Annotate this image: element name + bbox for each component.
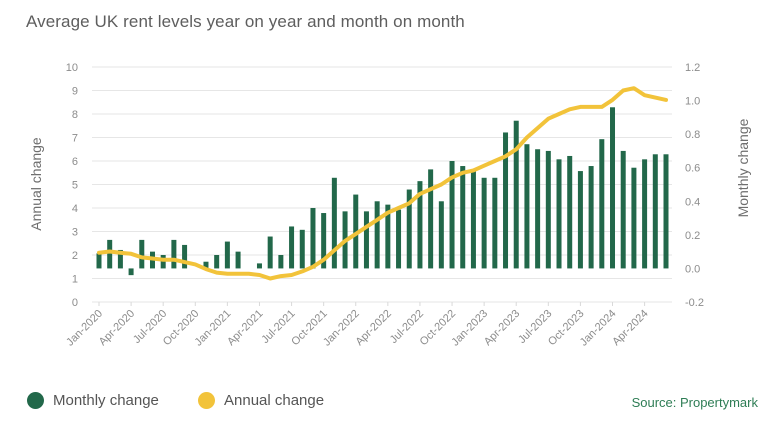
monthly-bar xyxy=(545,150,551,269)
legend-monthly: Monthly change xyxy=(27,392,159,409)
left-tick-label: 3 xyxy=(72,227,78,239)
legend-monthly-swatch-icon xyxy=(27,392,44,409)
legend-annual: Annual change xyxy=(198,392,324,409)
left-tick-label: 4 xyxy=(72,203,78,215)
monthly-bar xyxy=(642,159,648,269)
monthly-bar xyxy=(599,139,605,269)
left-tick-label: 5 xyxy=(72,180,78,192)
monthly-bar xyxy=(128,268,134,276)
monthly-bar xyxy=(224,241,230,269)
monthly-bar xyxy=(171,239,177,269)
left-tick-label: 9 xyxy=(72,86,78,98)
monthly-bar xyxy=(556,159,562,269)
left-axis-title: Annual change xyxy=(28,137,44,231)
legend-monthly-label: Monthly change xyxy=(53,392,159,409)
monthly-bar xyxy=(353,194,359,269)
monthly-bar xyxy=(663,154,669,269)
monthly-bar xyxy=(588,166,594,269)
monthly-bar xyxy=(160,255,166,269)
left-tick-label: 0 xyxy=(72,297,78,309)
x-tick-label: Apr-2020 xyxy=(97,308,137,348)
chart-title: Average UK rent levels year on year and … xyxy=(26,12,465,31)
right-tick-label: 0.6 xyxy=(685,163,700,175)
right-tick-label: 1.2 xyxy=(685,62,700,74)
monthly-bar xyxy=(107,239,113,269)
monthly-bars xyxy=(96,107,669,276)
monthly-bar xyxy=(117,249,123,269)
monthly-bar xyxy=(396,209,402,269)
monthly-bar xyxy=(214,255,220,269)
monthly-bar xyxy=(256,263,262,269)
monthly-bar xyxy=(182,244,188,269)
left-tick-label: 2 xyxy=(72,250,78,262)
monthly-bar xyxy=(492,177,498,269)
right-tick-label: 0.8 xyxy=(685,129,700,141)
monthly-bar xyxy=(449,161,455,269)
left-axis-ticks: 0 1 2 3 4 5 6 7 8 9 10 xyxy=(66,62,78,309)
right-axis-ticks: -0.2 0.0 0.2 0.4 0.6 0.8 1.0 1.2 xyxy=(685,62,704,309)
monthly-bar xyxy=(428,169,434,269)
monthly-bar xyxy=(406,189,412,269)
monthly-bar xyxy=(535,149,541,269)
monthly-bar xyxy=(235,251,241,269)
right-tick-label: 0.2 xyxy=(685,230,700,242)
monthly-bar xyxy=(577,171,583,269)
chart-area: 0 1 2 3 4 5 6 7 8 9 10 -0.2 0.0 0.2 0.4 0.6 0.8 1.0 1.2 J… xyxy=(28,62,751,349)
right-tick-label: 0.0 xyxy=(685,263,700,275)
monthly-bar xyxy=(438,201,444,269)
monthly-bar xyxy=(139,239,145,269)
left-tick-label: 7 xyxy=(72,133,78,145)
x-axis-ticks: Jan-2020Apr-2020Jul-2020Oct-2020Jan-2021… xyxy=(64,302,651,349)
monthly-bar xyxy=(363,211,369,269)
monthly-bar xyxy=(631,167,637,269)
monthly-bar xyxy=(267,236,273,269)
monthly-bar xyxy=(620,150,626,269)
monthly-bar xyxy=(278,255,284,269)
monthly-bar xyxy=(567,155,573,269)
monthly-bar xyxy=(524,144,530,269)
source-note: Source: Propertymark xyxy=(631,395,758,410)
x-tick-label: Apr-2022 xyxy=(353,308,393,348)
x-tick-label: Apr-2023 xyxy=(482,308,522,348)
legend-annual-label: Annual change xyxy=(224,392,325,409)
monthly-bar xyxy=(289,226,295,269)
monthly-bar xyxy=(460,166,466,269)
monthly-bar xyxy=(321,213,327,269)
x-tick-label: Apr-2024 xyxy=(610,308,650,348)
monthly-bar xyxy=(299,229,305,269)
monthly-bar xyxy=(481,177,487,269)
monthly-bar xyxy=(470,171,476,269)
right-tick-label: 0.4 xyxy=(685,196,700,208)
right-axis-title: Monthly change xyxy=(735,118,751,217)
monthly-bar xyxy=(513,120,519,269)
right-tick-label: -0.2 xyxy=(685,297,704,309)
gridlines xyxy=(92,66,672,303)
monthly-bar xyxy=(374,201,380,269)
right-tick-label: 1.0 xyxy=(685,96,700,108)
left-tick-label: 1 xyxy=(72,274,78,286)
monthly-bar xyxy=(652,154,658,269)
monthly-bar xyxy=(503,132,509,269)
monthly-bar xyxy=(385,204,391,269)
monthly-bar xyxy=(203,261,209,269)
legend-annual-swatch-icon xyxy=(198,392,215,409)
monthly-bar xyxy=(331,177,337,269)
x-tick-label: Apr-2021 xyxy=(225,308,265,348)
annual-change-line xyxy=(97,86,668,281)
left-tick-label: 8 xyxy=(72,109,78,121)
monthly-bar xyxy=(610,107,616,269)
monthly-bar xyxy=(96,253,102,269)
left-tick-label: 10 xyxy=(66,62,78,74)
monthly-bar xyxy=(417,181,423,269)
left-tick-label: 6 xyxy=(72,156,78,168)
monthly-bar xyxy=(310,208,316,269)
